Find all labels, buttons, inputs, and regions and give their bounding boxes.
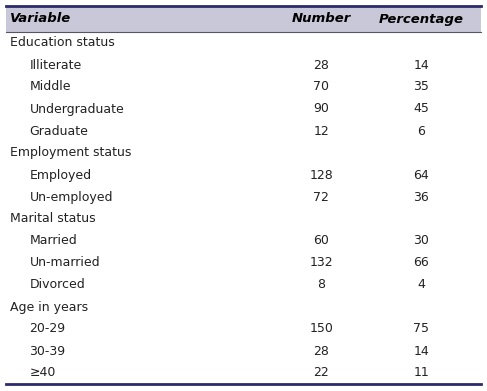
Text: 72: 72 — [314, 190, 329, 203]
Text: 22: 22 — [314, 366, 329, 380]
FancyBboxPatch shape — [6, 6, 481, 32]
Text: Marital status: Marital status — [10, 212, 95, 226]
Text: Employed: Employed — [30, 169, 92, 181]
Text: Graduate: Graduate — [30, 124, 88, 138]
Text: 128: 128 — [310, 169, 333, 181]
Text: 30-39: 30-39 — [30, 344, 66, 357]
Text: 28: 28 — [314, 59, 329, 72]
Text: 66: 66 — [413, 256, 429, 269]
Text: 70: 70 — [314, 81, 329, 93]
Text: 45: 45 — [413, 102, 429, 115]
Text: Divorced: Divorced — [30, 278, 85, 292]
Text: Employment status: Employment status — [10, 147, 131, 160]
Text: 64: 64 — [413, 169, 429, 181]
Text: 35: 35 — [413, 81, 429, 93]
Text: Married: Married — [30, 235, 77, 248]
Text: Middle: Middle — [30, 81, 71, 93]
Text: 14: 14 — [413, 59, 429, 72]
Text: Age in years: Age in years — [10, 301, 88, 314]
Text: Illiterate: Illiterate — [30, 59, 82, 72]
Text: 20-29: 20-29 — [30, 323, 66, 335]
Text: Un-employed: Un-employed — [30, 190, 113, 203]
Text: Percentage: Percentage — [379, 13, 464, 25]
Text: 4: 4 — [417, 278, 425, 292]
Text: Number: Number — [292, 13, 351, 25]
Text: 6: 6 — [417, 124, 425, 138]
Text: 11: 11 — [413, 366, 429, 380]
Text: 60: 60 — [314, 235, 329, 248]
Text: 75: 75 — [413, 323, 429, 335]
Text: Variable: Variable — [10, 13, 71, 25]
Text: ≥40: ≥40 — [30, 366, 56, 380]
Text: Undergraduate: Undergraduate — [30, 102, 124, 115]
Text: 28: 28 — [314, 344, 329, 357]
Text: 12: 12 — [314, 124, 329, 138]
Text: 30: 30 — [413, 235, 429, 248]
Text: 8: 8 — [318, 278, 325, 292]
Text: 132: 132 — [310, 256, 333, 269]
Text: Un-married: Un-married — [30, 256, 100, 269]
Text: 36: 36 — [413, 190, 429, 203]
Text: 14: 14 — [413, 344, 429, 357]
Text: 90: 90 — [314, 102, 329, 115]
Text: 150: 150 — [309, 323, 334, 335]
Text: Education status: Education status — [10, 36, 115, 50]
